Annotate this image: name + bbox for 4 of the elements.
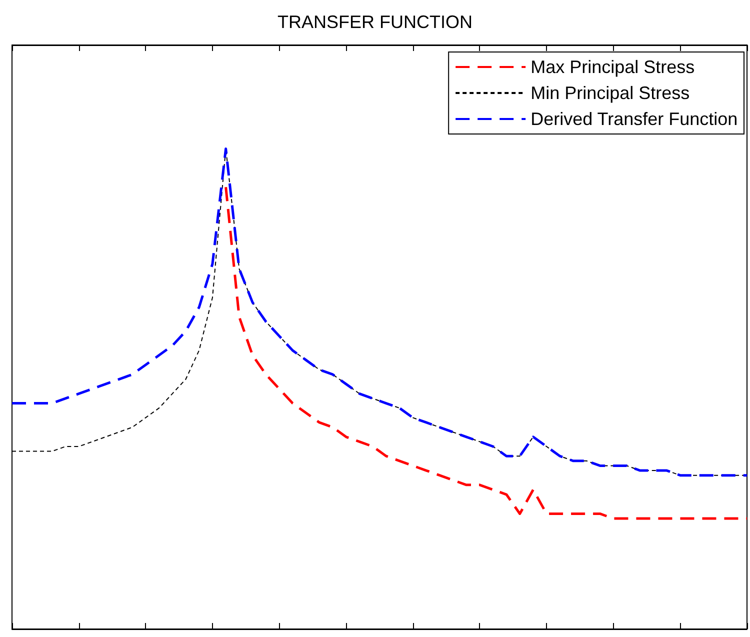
legend-label: Min Principal Stress [530, 83, 690, 103]
legend-label: Derived Transfer Function [530, 109, 738, 129]
legend-label: Max Principal Stress [530, 57, 695, 77]
chart-title: TRANSFER FUNCTION [278, 12, 472, 32]
